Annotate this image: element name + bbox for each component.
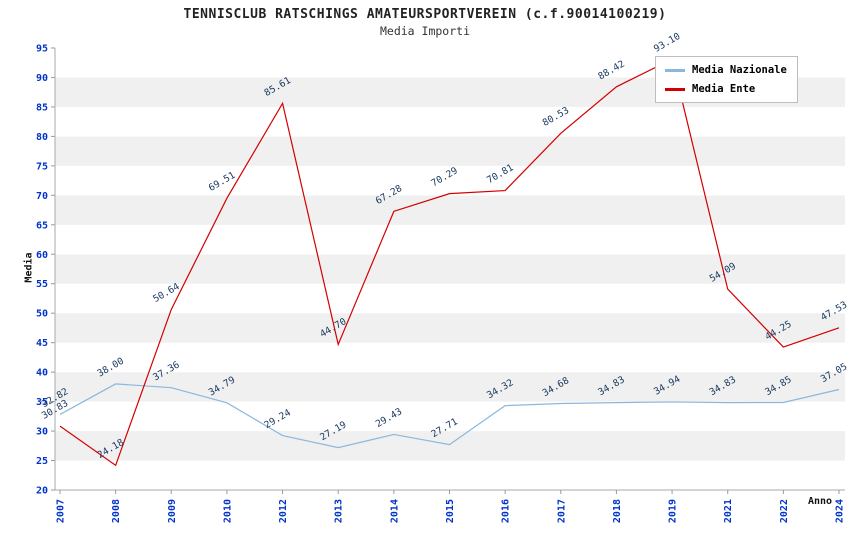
plot-band [55, 372, 845, 402]
plot-band [55, 195, 845, 225]
y-tick-label: 40 [36, 368, 48, 379]
media-ente-line-swatch [665, 87, 685, 91]
y-tick-label: 25 [36, 456, 48, 467]
plot-band [55, 313, 845, 343]
y-tick-label: 45 [36, 338, 48, 349]
x-tick-label: 2021 [723, 499, 734, 523]
plot-band [55, 224, 845, 255]
y-tick-label: 75 [36, 161, 48, 172]
plot-band [55, 136, 845, 166]
y-tick-label: 95 [36, 44, 48, 55]
x-tick-label: 2015 [445, 499, 456, 523]
plot-band [55, 106, 845, 137]
x-tick-label: 2007 [56, 499, 67, 523]
x-tick-label: 2019 [668, 499, 679, 523]
x-axis-title: Anno [808, 496, 833, 507]
x-tick-label: 2017 [556, 499, 567, 523]
x-tick-label: 2010 [222, 499, 233, 523]
y-tick-label: 55 [36, 279, 48, 290]
y-tick-label: 35 [36, 397, 48, 408]
plot-band [55, 401, 845, 432]
x-tick-label: 2018 [612, 499, 623, 523]
media-nazionale-line [59, 383, 840, 449]
x-tick-label: 2024 [835, 499, 846, 523]
x-tick-label: 2014 [389, 499, 400, 523]
plot-band [55, 460, 845, 490]
media-nazionale-line-swatch [665, 68, 685, 72]
y-tick-label: 85 [36, 102, 48, 113]
chart-subtitle: Media Importi [379, 24, 470, 38]
y-axis-title: Media [23, 252, 35, 283]
y-tick-label: 70 [36, 191, 48, 202]
plot-band [55, 165, 845, 196]
y-tick-label: 50 [36, 309, 48, 320]
x-tick-label: 2016 [501, 499, 512, 523]
x-tick-label: 2013 [334, 499, 345, 523]
y-tick-label: 30 [36, 427, 48, 438]
plot-band [55, 431, 845, 461]
media-ente-line [59, 58, 840, 467]
x-tick-label: 2022 [779, 499, 790, 523]
plot-band [55, 283, 845, 314]
y-tick-label: 20 [36, 486, 48, 497]
y-tick-label: 90 [36, 73, 48, 84]
y-tick-label: 80 [36, 132, 48, 143]
y-tick-label: 65 [36, 220, 48, 231]
x-tick-label: 2009 [167, 499, 178, 523]
legend-label-media-nazionale: Media Nazionale [692, 64, 787, 76]
legend-item-media-ente: Media Ente [665, 83, 787, 95]
x-tick-label: 2008 [111, 499, 122, 523]
legend-label-media-ente: Media Ente [692, 83, 756, 95]
chart-title: TENNISCLUB RATSCHINGS AMATEURSPORTVEREIN… [183, 7, 667, 22]
x-tick-label: 2012 [278, 499, 289, 523]
plot-band [55, 342, 845, 373]
legend-item-media-nazionale: Media Nazionale [665, 64, 787, 76]
legend: Media Nazionale Media Ente [655, 56, 798, 103]
y-tick-label: 60 [36, 250, 48, 261]
